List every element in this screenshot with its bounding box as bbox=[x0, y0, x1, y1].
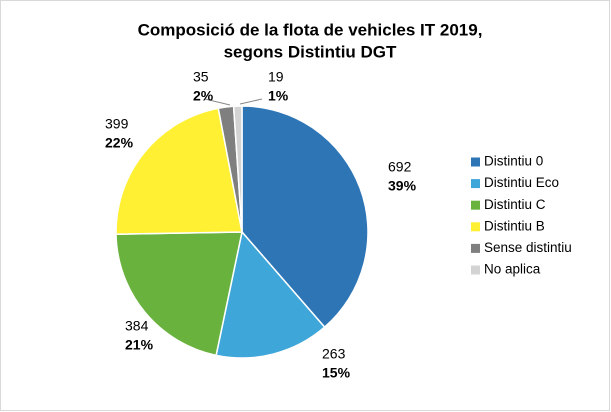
pie-slice bbox=[241, 105, 369, 329]
data-label: 399 bbox=[105, 116, 129, 132]
pie-slice bbox=[115, 107, 243, 235]
legend-swatch bbox=[471, 222, 480, 232]
legend-label: Distintiu Eco bbox=[484, 175, 559, 190]
legend-swatch bbox=[471, 157, 480, 167]
pie-slice bbox=[215, 230, 326, 359]
percent-label: 15% bbox=[322, 365, 351, 381]
chart-title: segons Distintiu DGT bbox=[224, 42, 397, 61]
legend-swatch bbox=[471, 243, 480, 253]
percent-label: 21% bbox=[125, 337, 154, 353]
leader-line bbox=[204, 98, 231, 106]
pie-slice bbox=[232, 105, 243, 233]
data-label: 19 bbox=[268, 69, 284, 85]
legend-label: Distintiu 0 bbox=[484, 154, 543, 169]
data-label: 35 bbox=[193, 69, 209, 85]
chart-title: Composició de la flota de vehicles IT 20… bbox=[138, 20, 483, 39]
legend-label: Distintiu C bbox=[484, 197, 546, 212]
percent-label: 2% bbox=[193, 88, 214, 104]
legend-swatch bbox=[471, 179, 480, 189]
legend-label: Distintiu B bbox=[484, 218, 545, 233]
data-label: 384 bbox=[125, 318, 149, 334]
legend-swatch bbox=[471, 200, 480, 210]
percent-label: 1% bbox=[268, 88, 289, 104]
pie-slice bbox=[115, 231, 243, 357]
data-label: 692 bbox=[388, 159, 412, 175]
legend-label: Sense distintiu bbox=[484, 240, 572, 255]
legend-swatch bbox=[471, 265, 480, 275]
data-label: 263 bbox=[322, 346, 346, 362]
percent-label: 22% bbox=[105, 135, 134, 151]
leader-line bbox=[239, 98, 263, 105]
percent-label: 39% bbox=[388, 178, 417, 194]
legend-label: No aplica bbox=[484, 262, 541, 277]
